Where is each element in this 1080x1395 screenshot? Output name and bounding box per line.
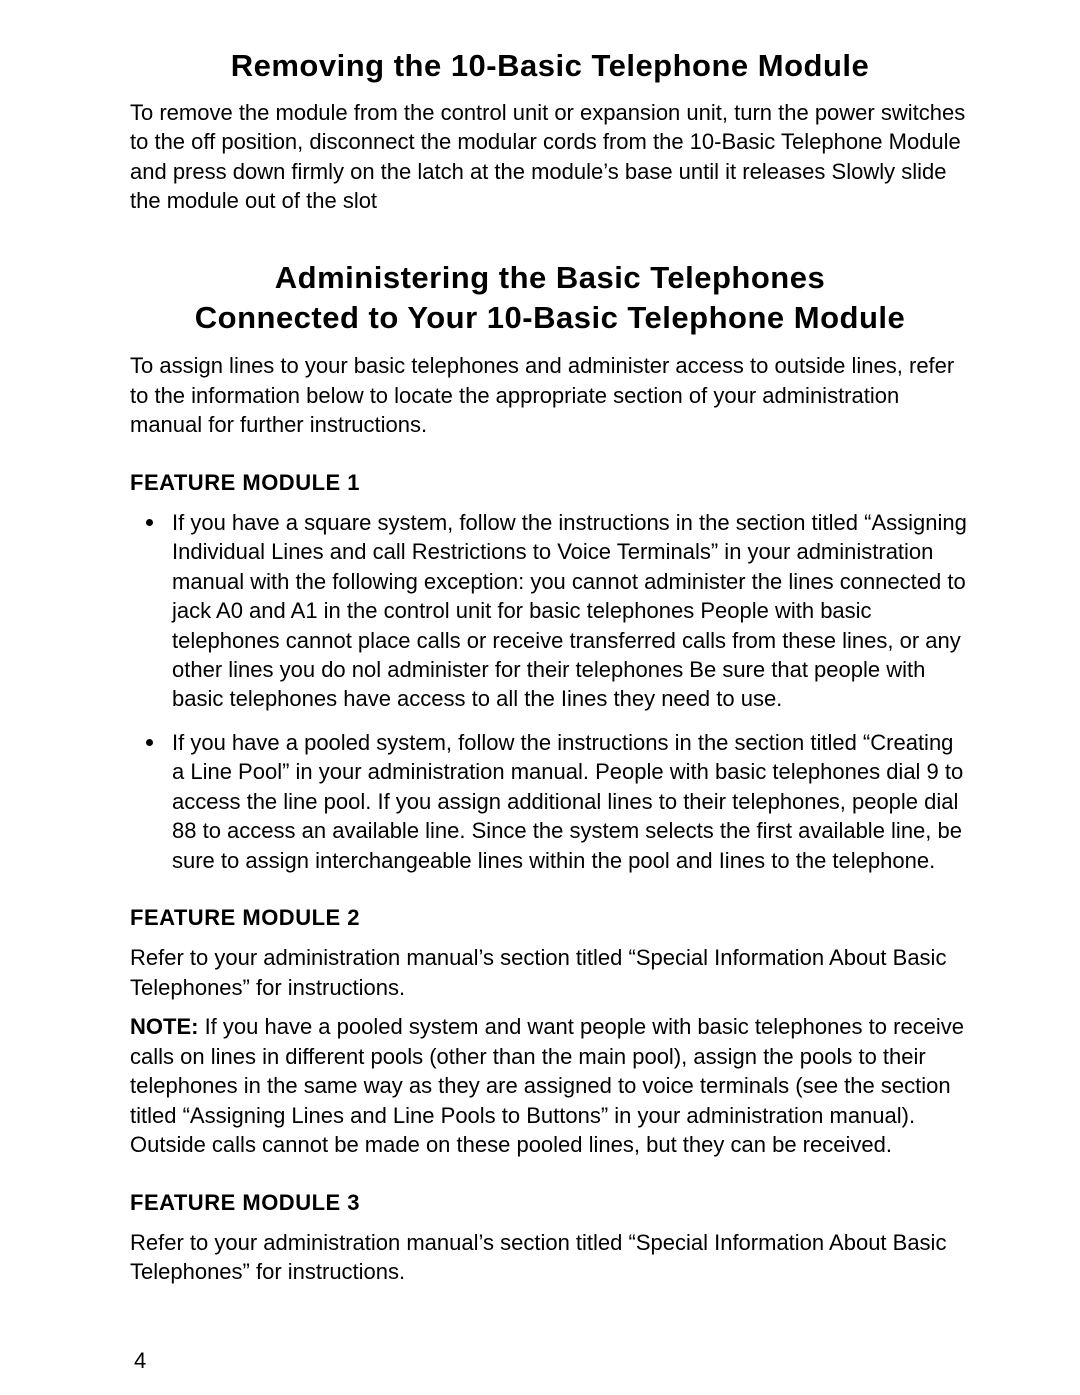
title2-line2: Connected to Your 10-Basic Telephone Mod… [195, 300, 905, 335]
section-title-administering: Administering the Basic Telephones Conne… [130, 258, 970, 337]
fm2-refer-paragraph: Refer to your administration manual’s se… [130, 943, 970, 1002]
feature-module-1: FEATURE MODULE 1 If you have a square sy… [130, 470, 970, 876]
fm3-heading: FEATURE MODULE 3 [130, 1190, 970, 1216]
note-label: NOTE: [130, 1014, 198, 1039]
fm1-item-pooled: If you have a pooled system, follow the … [172, 728, 970, 875]
section-title-removing: Removing the 10-Basic Telephone Module [130, 48, 970, 84]
fm1-list: If you have a square system, follow the … [130, 508, 970, 876]
title2-line1: Administering the Basic Telephones [275, 260, 825, 295]
feature-module-3: FEATURE MODULE 3 Refer to your administr… [130, 1190, 970, 1287]
administering-intro: To assign lines to your basic telephones… [130, 351, 970, 439]
fm2-heading: FEATURE MODULE 2 [130, 905, 970, 931]
fm1-heading: FEATURE MODULE 1 [130, 470, 970, 496]
feature-module-2: FEATURE MODULE 2 Refer to your administr… [130, 905, 970, 1159]
fm1-item-square: If you have a square system, follow the … [172, 508, 970, 714]
removing-paragraph: To remove the module from the control un… [130, 98, 970, 216]
fm2-note-paragraph: NOTE: If you have a pooled system and wa… [130, 1012, 970, 1159]
note-body: If you have a pooled system and want peo… [130, 1014, 964, 1157]
fm3-refer-paragraph: Refer to your administration manual’s se… [130, 1228, 970, 1287]
page-number: 4 [134, 1348, 970, 1374]
